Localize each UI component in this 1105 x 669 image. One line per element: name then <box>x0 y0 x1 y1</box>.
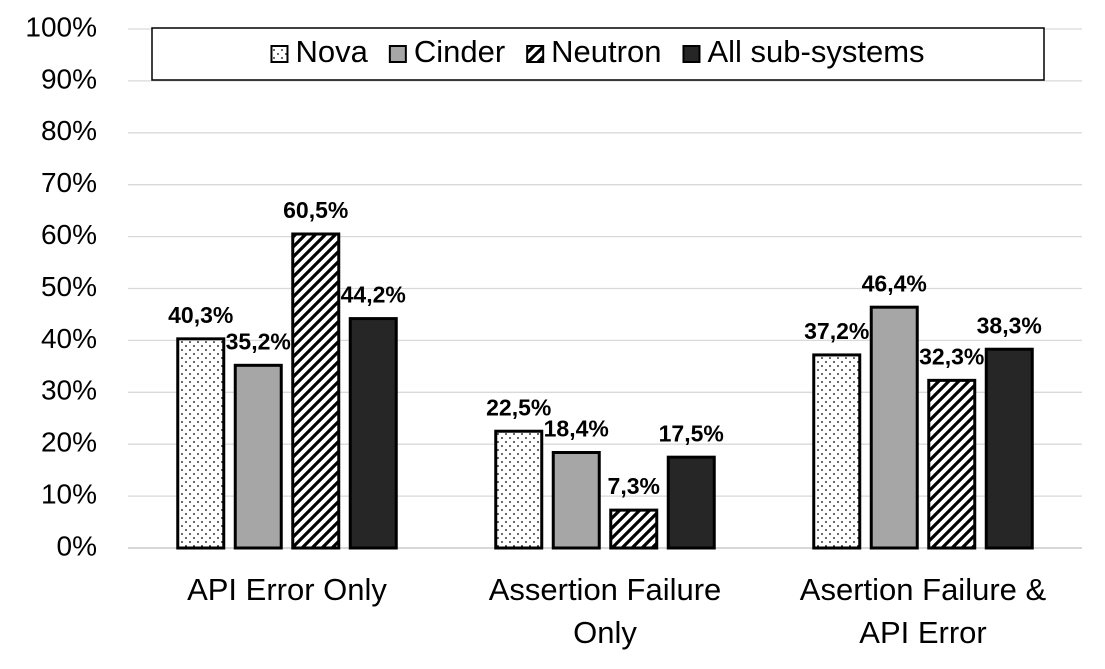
legend-swatch <box>388 45 407 63</box>
bar <box>494 429 544 550</box>
legend-label: Nova <box>295 34 368 69</box>
bar <box>291 232 341 550</box>
legend: Nova Cinder Neutron All sub-systems <box>151 27 1045 81</box>
bar <box>176 337 226 550</box>
value-label: 44,2% <box>341 282 406 308</box>
value-label: 22,5% <box>486 394 551 420</box>
value-label: 32,3% <box>919 343 984 369</box>
legend-box <box>151 27 1045 81</box>
y-tick-label: 10% <box>41 478 97 509</box>
value-label: 18,4% <box>544 416 609 442</box>
y-tick-label: 30% <box>41 375 97 406</box>
bar <box>666 455 716 550</box>
legend-label: Cinder <box>414 34 505 69</box>
bar <box>609 508 659 550</box>
bar <box>233 363 283 550</box>
legend-label: Neutron <box>551 34 661 69</box>
y-tick-label: 70% <box>41 167 97 198</box>
bar <box>348 317 398 550</box>
bar <box>551 451 601 550</box>
value-label: 35,2% <box>226 328 291 354</box>
bar <box>984 347 1034 550</box>
legend-swatch <box>270 45 289 63</box>
y-tick-label: 80% <box>41 115 97 146</box>
y-tick-label: 50% <box>41 271 97 302</box>
bar <box>927 378 977 550</box>
value-label: 46,4% <box>862 270 927 296</box>
legend-label: All sub-systems <box>707 34 924 69</box>
y-tick-label: 100% <box>25 11 97 42</box>
value-label: 17,5% <box>659 420 724 446</box>
y-tick-label: 20% <box>41 427 97 458</box>
y-tick-label: 40% <box>41 323 97 354</box>
bar <box>812 353 862 550</box>
legend-swatch <box>526 45 545 63</box>
y-tick-label: 90% <box>41 63 97 94</box>
y-tick-label: 60% <box>41 219 97 250</box>
x-tick-label: Assertion Failure Only <box>489 572 722 650</box>
x-tick-label: API Error Only <box>187 572 387 607</box>
legend-swatch <box>682 45 701 63</box>
value-label: 7,3% <box>608 473 660 499</box>
value-label: 40,3% <box>168 302 233 328</box>
bar <box>869 305 919 550</box>
value-label: 37,2% <box>804 318 869 344</box>
value-label: 38,3% <box>977 312 1042 338</box>
y-tick-label: 0% <box>57 530 97 561</box>
value-label: 60,5% <box>283 197 348 223</box>
x-tick-label: Asertion Failure & API Error <box>800 572 1047 650</box>
